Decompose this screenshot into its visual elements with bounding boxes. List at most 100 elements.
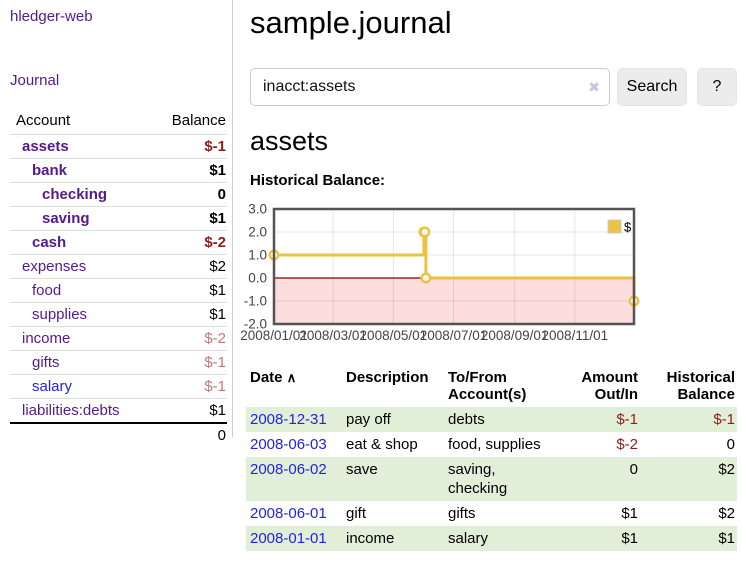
search-button[interactable]: Search — [617, 68, 687, 106]
account-link[interactable]: bank — [32, 162, 68, 179]
account-balance: 0 — [154, 182, 227, 207]
transaction-balance: $2 — [718, 461, 735, 478]
transaction-amount: 0 — [629, 461, 638, 478]
register-header-balance: Historical Balance — [666, 369, 735, 403]
transaction-date-link[interactable]: 2008-06-01 — [250, 505, 327, 522]
account-link[interactable]: saving — [42, 210, 90, 227]
x-axis-tick-label: 2008/07/01 — [420, 328, 488, 343]
account-row: food $1 — [10, 278, 227, 303]
account-balance: $-2 — [154, 326, 227, 351]
accounts-balance-table: Account Balance assets $-1 bank $1 checking 0… — [10, 110, 227, 447]
transaction-accounts: gifts — [448, 505, 476, 522]
account-link[interactable]: gifts — [32, 354, 60, 371]
transaction-row: 2008-01-01 income salary $1 $1 — [246, 526, 737, 551]
accounts-header-account: Account — [10, 110, 155, 135]
transaction-description: income — [346, 530, 395, 547]
account-link[interactable]: cash — [32, 234, 67, 251]
sidebar-item-journal[interactable]: Journal — [10, 72, 60, 89]
transaction-amount: $1 — [621, 505, 638, 522]
account-row: bank $1 — [10, 158, 227, 183]
y-axis-tick-label: 2.0 — [248, 225, 267, 240]
y-axis-tick-label: -1.0 — [244, 294, 267, 309]
y-axis-tick-label: -2.0 — [244, 317, 267, 332]
account-heading: assets — [250, 126, 329, 156]
account-balance: $-2 — [154, 230, 227, 255]
account-row: assets $-1 — [10, 134, 227, 159]
y-axis-tick-label: 3.0 — [248, 202, 267, 217]
transaction-description: pay off — [346, 411, 391, 428]
account-link[interactable]: supplies — [32, 306, 88, 323]
x-axis-tick-label: 2008/05/01 — [360, 328, 428, 343]
account-balance: $-1 — [154, 134, 227, 159]
account-link[interactable]: income — [22, 330, 71, 347]
account-row: expenses $2 — [10, 254, 227, 279]
register-header-date[interactable]: Date ∧ — [250, 369, 297, 386]
transaction-date-cell: 2008-06-02 — [246, 457, 342, 501]
transaction-accounts: salary — [448, 530, 489, 547]
app-title-link[interactable]: hledger-web — [10, 8, 93, 25]
transaction-amount: $-2 — [616, 436, 638, 453]
clear-search-icon[interactable]: ✖ — [588, 79, 600, 95]
transaction-amount: $-1 — [616, 411, 638, 428]
account-link[interactable]: food — [32, 282, 62, 299]
account-link[interactable]: salary — [32, 378, 73, 395]
x-axis-tick-label: 2008/11/01 — [542, 328, 609, 343]
page-title: sample.journal — [250, 5, 452, 40]
transaction-date-cell: 2008-01-01 — [246, 526, 342, 551]
account-balance: $1 — [154, 302, 227, 327]
transaction-accounts: saving, checking — [448, 461, 508, 497]
account-balance: $-1 — [154, 374, 227, 399]
chart-heading: Historical Balance: — [250, 172, 386, 189]
historical-balance-chart[interactable]: 3.0 2.0 1.0 0.0 -1.0 -2.02008/01/012008/03/01… — [240, 202, 742, 347]
transaction-description: save — [346, 461, 378, 478]
account-row: saving $1 — [10, 206, 227, 231]
legend-label: $ — [624, 220, 632, 235]
accounts-total-row: 0 — [10, 422, 227, 447]
transaction-date-cell: 2008-12-31 — [246, 407, 342, 432]
register-header-accounts: To/From Account(s) — [448, 369, 527, 403]
x-axis-tick-label: 2008/03/01 — [299, 328, 367, 343]
register-header-description: Description — [346, 369, 429, 386]
transaction-balance: $-1 — [713, 411, 735, 428]
search-input[interactable] — [250, 68, 610, 106]
account-row: cash $-2 — [10, 230, 227, 255]
main-content: sample.journal ✖ Search ? assets Histori… — [240, 0, 742, 551]
transaction-date-link[interactable]: 2008-06-02 — [250, 461, 327, 478]
chart-point[interactable] — [419, 226, 431, 238]
transaction-balance: $2 — [718, 505, 735, 522]
sidebar: hledger-web Journal Account Balance asse… — [0, 0, 233, 447]
account-row: liabilities:debts $1 — [10, 398, 227, 424]
transaction-row: 2008-06-03 eat & shop food, supplies $-2 0 — [246, 432, 737, 457]
account-link[interactable]: checking — [42, 186, 108, 203]
transaction-date-link[interactable]: 2008-12-31 — [250, 411, 327, 428]
register-header-amount: Amount Out/In — [581, 369, 638, 403]
y-axis-tick-label: 0.0 — [248, 271, 267, 286]
transaction-row: 2008-06-02 save saving, checking 0 $2 — [246, 457, 737, 501]
transaction-row: 2008-12-31 pay off debts $-1 $-1 — [246, 407, 737, 432]
transaction-balance: $1 — [718, 530, 735, 547]
account-balance: $1 — [154, 206, 227, 231]
account-link[interactable]: assets — [22, 138, 69, 155]
account-row: salary $-1 — [10, 374, 227, 399]
search-form: ✖ Search ? — [250, 68, 742, 106]
x-axis-tick-label: 2008/01/01 — [240, 328, 308, 343]
transaction-accounts: food, supplies — [448, 436, 541, 453]
account-balance: $1 — [154, 158, 227, 183]
chart-point[interactable] — [420, 272, 432, 284]
transaction-description: gift — [346, 505, 367, 522]
accounts-header-balance: Balance — [154, 110, 227, 135]
help-button[interactable]: ? — [697, 68, 737, 106]
y-axis-tick-label: 1.0 — [248, 248, 267, 263]
account-link[interactable]: expenses — [22, 258, 87, 275]
transaction-balance: 0 — [726, 436, 735, 453]
register-table-body: 2008-12-31 pay off debts $-1 $-1 2008-06-03 ea… — [246, 407, 737, 551]
accounts-total-value: 0 — [154, 422, 227, 447]
account-row: income $-2 — [10, 326, 227, 351]
transaction-date-link[interactable]: 2008-06-03 — [250, 436, 327, 453]
transaction-date-link[interactable]: 2008-01-01 — [250, 530, 327, 547]
legend-swatch — [607, 219, 622, 234]
transaction-date-cell: 2008-06-03 — [246, 432, 342, 457]
x-axis-tick-label: 2008/09/01 — [481, 328, 549, 343]
account-link[interactable]: liabilities:debts — [22, 402, 120, 419]
account-row: checking 0 — [10, 182, 227, 207]
